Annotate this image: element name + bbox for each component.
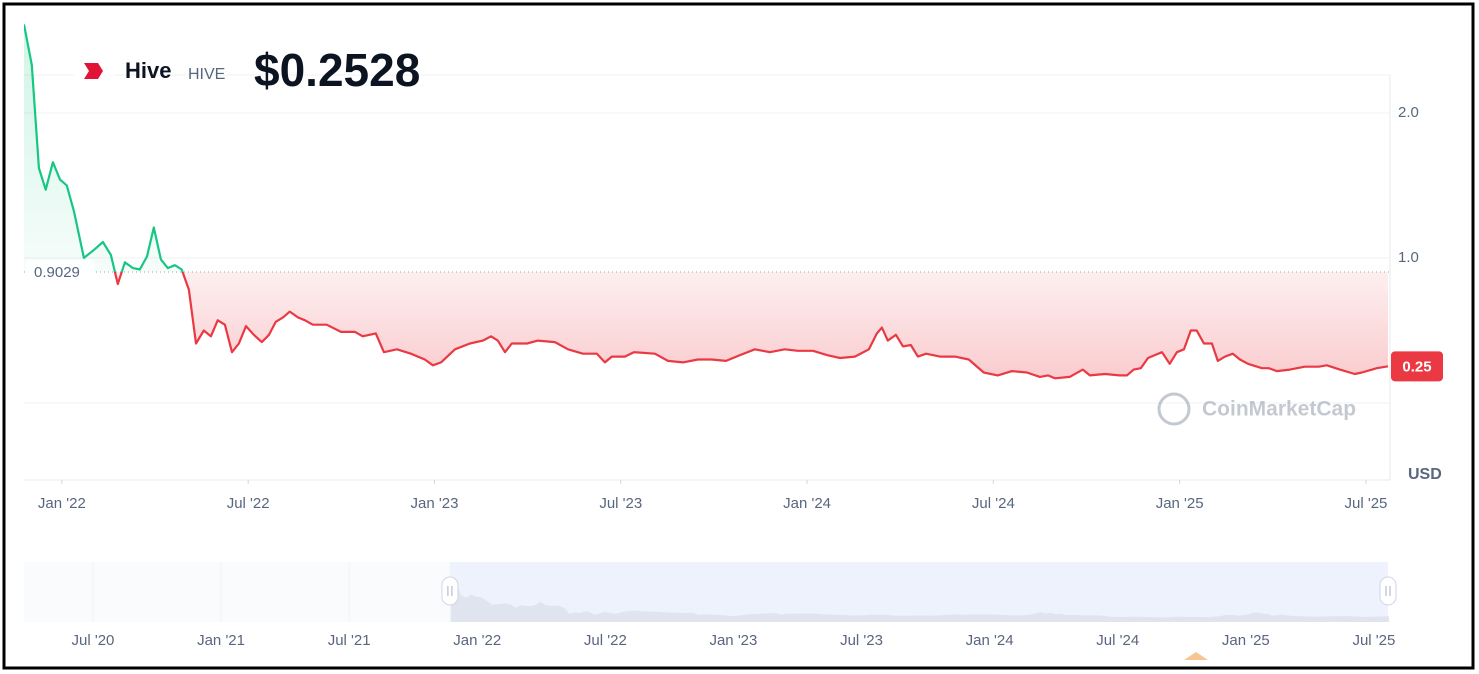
coin-symbol: HIVE bbox=[188, 66, 225, 83]
navigator-handle[interactable] bbox=[441, 576, 459, 606]
coin-name: Hive bbox=[125, 58, 171, 83]
x-tick-label: Jan '25 bbox=[1156, 495, 1204, 512]
x-tick-label: Jan '23 bbox=[411, 495, 459, 512]
navigator-tick-label: Jul '22 bbox=[584, 632, 627, 649]
current-label: 0.25 bbox=[1402, 358, 1431, 375]
logo bbox=[84, 63, 103, 79]
navigator-tick-label: Jan '21 bbox=[197, 632, 245, 649]
navigator-tick-label: Jan '25 bbox=[1222, 632, 1270, 649]
x-tick-label: Jan '24 bbox=[783, 495, 831, 512]
price: $0.2528 bbox=[254, 44, 420, 96]
navigator-tick-label: Jul '20 bbox=[72, 632, 115, 649]
x-tick-label: Jul '23 bbox=[599, 495, 642, 512]
y-tick-label: 2.0 bbox=[1398, 104, 1419, 121]
price-line bbox=[24, 24, 1389, 380]
navigator-tick-label: Jan '22 bbox=[453, 632, 501, 649]
watermark-logo bbox=[1157, 392, 1191, 426]
x-tick-label: Jul '22 bbox=[227, 495, 270, 512]
plot: 1.0 2.0 Jan '22 Jul '22 Jan '23 Jul '23 Jan '2… bbox=[24, 24, 1443, 660]
navigator-tick-label: Jan '23 bbox=[709, 632, 757, 649]
watermark: CoinMarketCap bbox=[1202, 398, 1356, 421]
x-tick-label: Jul '25 bbox=[1345, 495, 1388, 512]
x-tick-label: Jan '22 bbox=[38, 495, 86, 512]
navigator-tick-label: Jul '24 bbox=[1096, 632, 1139, 649]
navigator-window bbox=[449, 562, 1389, 622]
navigator-handle[interactable] bbox=[1379, 576, 1397, 606]
y-tick-label: 1.0 bbox=[1398, 249, 1419, 266]
scroll-marker bbox=[1184, 652, 1208, 660]
header: Hive HIVE $0.2528 bbox=[74, 44, 420, 96]
current-tag bbox=[1391, 351, 1443, 382]
navigator-area bbox=[451, 580, 1390, 622]
area bbox=[24, 24, 1388, 379]
x-tick-label: Jul '24 bbox=[972, 495, 1015, 512]
baseline-tag-bg bbox=[26, 260, 94, 283]
watermark-group: CoinMarketCap bbox=[1157, 392, 1356, 426]
navigator-tick-label: Jul '21 bbox=[328, 632, 371, 649]
navigator-tick-label: Jul '25 bbox=[1352, 632, 1395, 649]
baseline-label: 0.9029 bbox=[34, 264, 80, 281]
unit-label: USD bbox=[1408, 466, 1442, 483]
navigator-tick-label: Jul '23 bbox=[840, 632, 883, 649]
navigator-tick-label: Jan '24 bbox=[966, 632, 1014, 649]
